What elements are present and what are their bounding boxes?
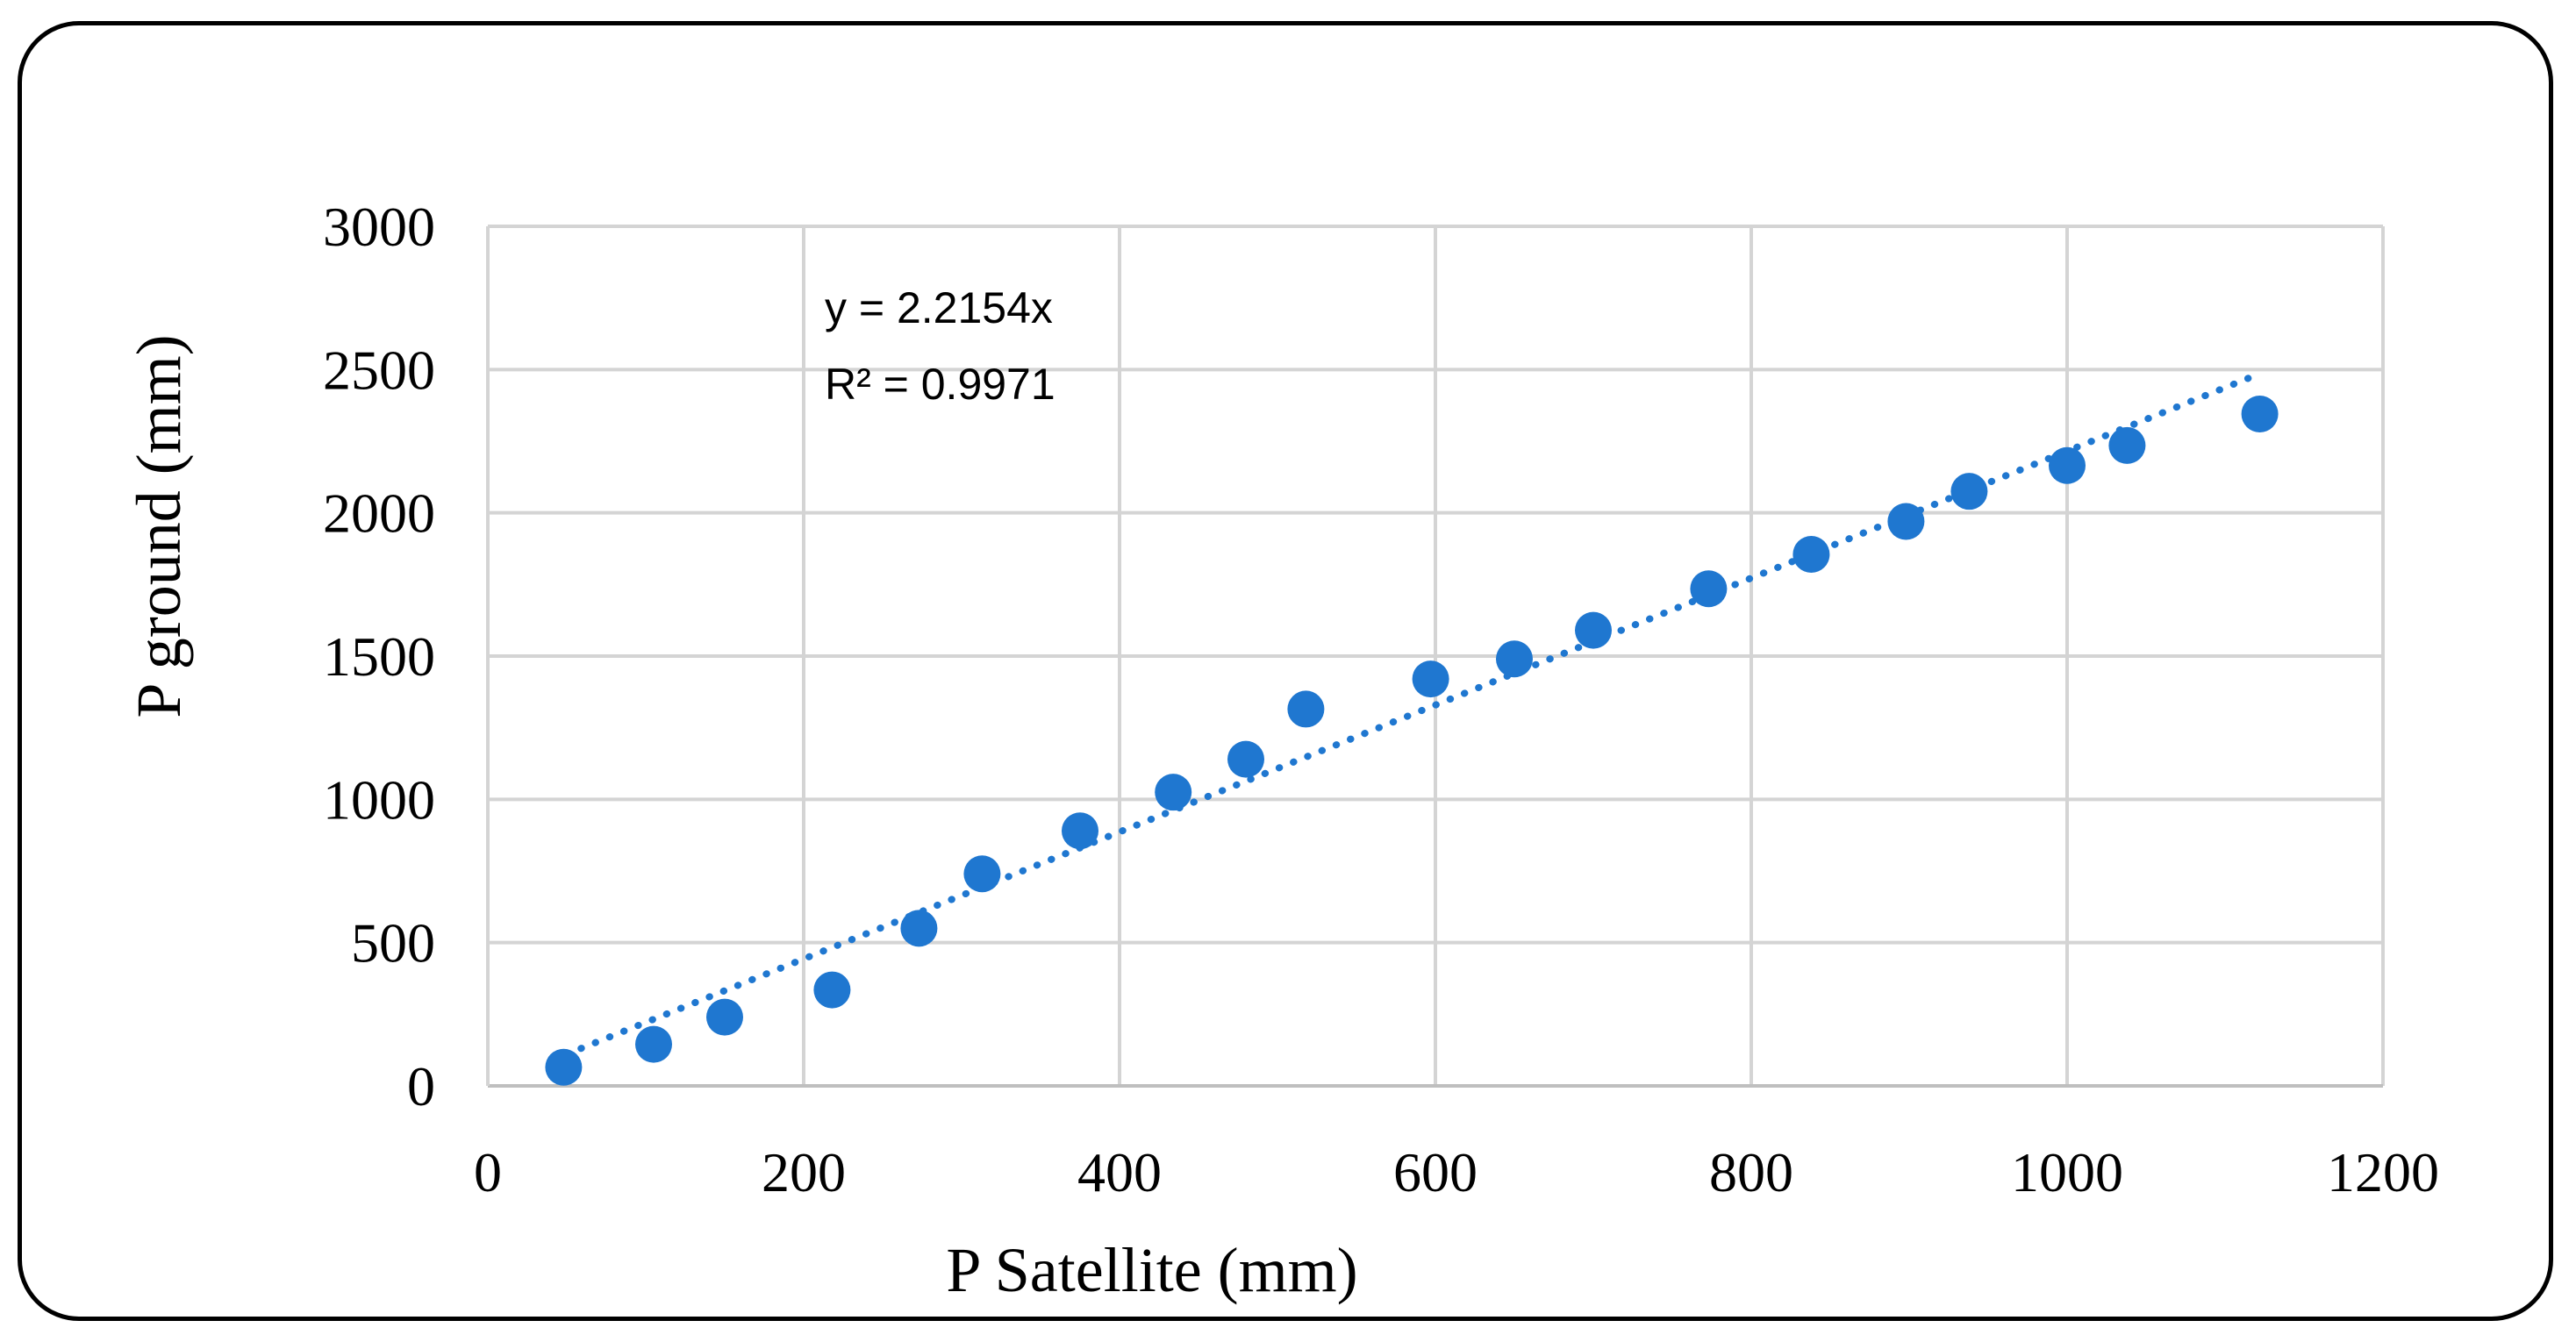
r-squared-label: R² = 0.9971 — [825, 360, 1055, 409]
figure-frame — [18, 21, 2553, 1321]
trendline-equation: y = 2.2154x — [825, 283, 1053, 332]
data-point — [1062, 812, 1098, 850]
x-tick-label: 1000 — [2011, 1141, 2123, 1203]
data-point — [2241, 395, 2279, 432]
x-tick-labels: 0 200 400 600 800 1000 1200 — [474, 1141, 2439, 1203]
y-tick-label: 1000 — [323, 768, 435, 831]
data-point — [545, 1048, 583, 1086]
x-tick-label: 800 — [1709, 1141, 1793, 1203]
x-tick-label: 600 — [1393, 1141, 1478, 1203]
data-point — [900, 910, 938, 947]
data-point — [1950, 473, 1988, 510]
axes — [486, 226, 2383, 1088]
data-point — [1287, 690, 1325, 728]
data-point — [1412, 660, 1449, 698]
data-point — [1690, 570, 1728, 608]
y-axis-title: P ground (mm) — [124, 334, 194, 717]
data-point — [2049, 446, 2086, 484]
data-point — [635, 1025, 672, 1063]
x-tick-label: 400 — [1077, 1141, 1162, 1203]
y-tick-label: 500 — [351, 912, 435, 974]
data-point — [2108, 426, 2146, 464]
data-point — [706, 998, 743, 1036]
x-tick-label: 0 — [474, 1141, 502, 1203]
y-tick-label: 2500 — [323, 339, 435, 401]
grid-lines — [486, 225, 2385, 1088]
data-point — [1155, 774, 1192, 811]
x-axis-title: P Satellite (mm) — [946, 1235, 1357, 1305]
y-tick-labels: 0 500 1000 1500 2000 2500 3000 — [323, 196, 435, 1117]
data-point — [1887, 503, 1925, 540]
data-points — [545, 395, 2279, 1086]
y-tick-label: 0 — [407, 1055, 435, 1117]
data-point — [813, 971, 851, 1009]
y-tick-label: 1500 — [323, 625, 435, 688]
data-point — [963, 855, 1001, 893]
x-tick-label: 200 — [762, 1141, 846, 1203]
data-point — [1227, 740, 1264, 778]
data-point — [1575, 611, 1612, 649]
y-tick-label: 2000 — [323, 482, 435, 545]
data-point — [1792, 536, 1830, 574]
trendline-group — [563, 371, 2260, 1058]
data-point — [1496, 640, 1533, 678]
y-tick-label: 3000 — [323, 196, 435, 258]
x-tick-label: 1200 — [2327, 1141, 2439, 1203]
trendline — [563, 371, 2260, 1058]
